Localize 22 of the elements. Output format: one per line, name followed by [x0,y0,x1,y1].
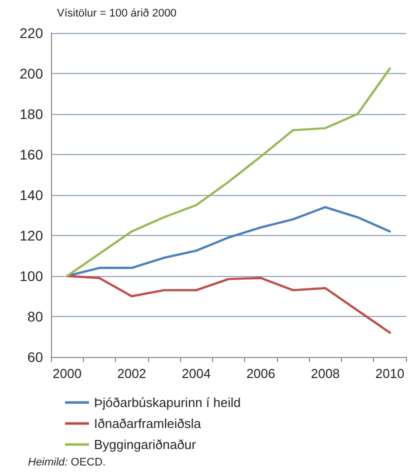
line-series [66,274,391,334]
x-tick-label: 2004 [182,366,211,381]
y-tick-label: 160 [20,146,44,162]
y-tick-label: 200 [20,66,44,82]
y-tick-label: 100 [20,268,44,284]
x-tick-label: 2006 [246,366,276,381]
legend-label: Þjóðarbúskapurinn í heild [94,395,241,410]
x-tick-label: 2010 [375,366,404,381]
y-tick-label: 180 [20,106,44,122]
line-series [66,67,391,278]
legend-label: Byggingariðnaður [94,437,197,452]
y-tick-label: 140 [20,187,44,203]
y-tick-label: 60 [27,349,44,365]
y-tick-label: 120 [20,228,44,244]
x-tick-label: 2000 [52,366,82,381]
text: Heimild: OECD. [28,456,106,468]
y-tick-label: 220 [20,25,44,41]
y-axis-title: Vísitölur = 100 árið 2000 [57,8,177,20]
x-tick-label: 2008 [310,366,340,381]
y-tick-label: 80 [27,308,44,324]
legend-label: Iðnaðarframleiðsla [94,416,202,431]
x-tick-label: 2002 [117,366,146,381]
